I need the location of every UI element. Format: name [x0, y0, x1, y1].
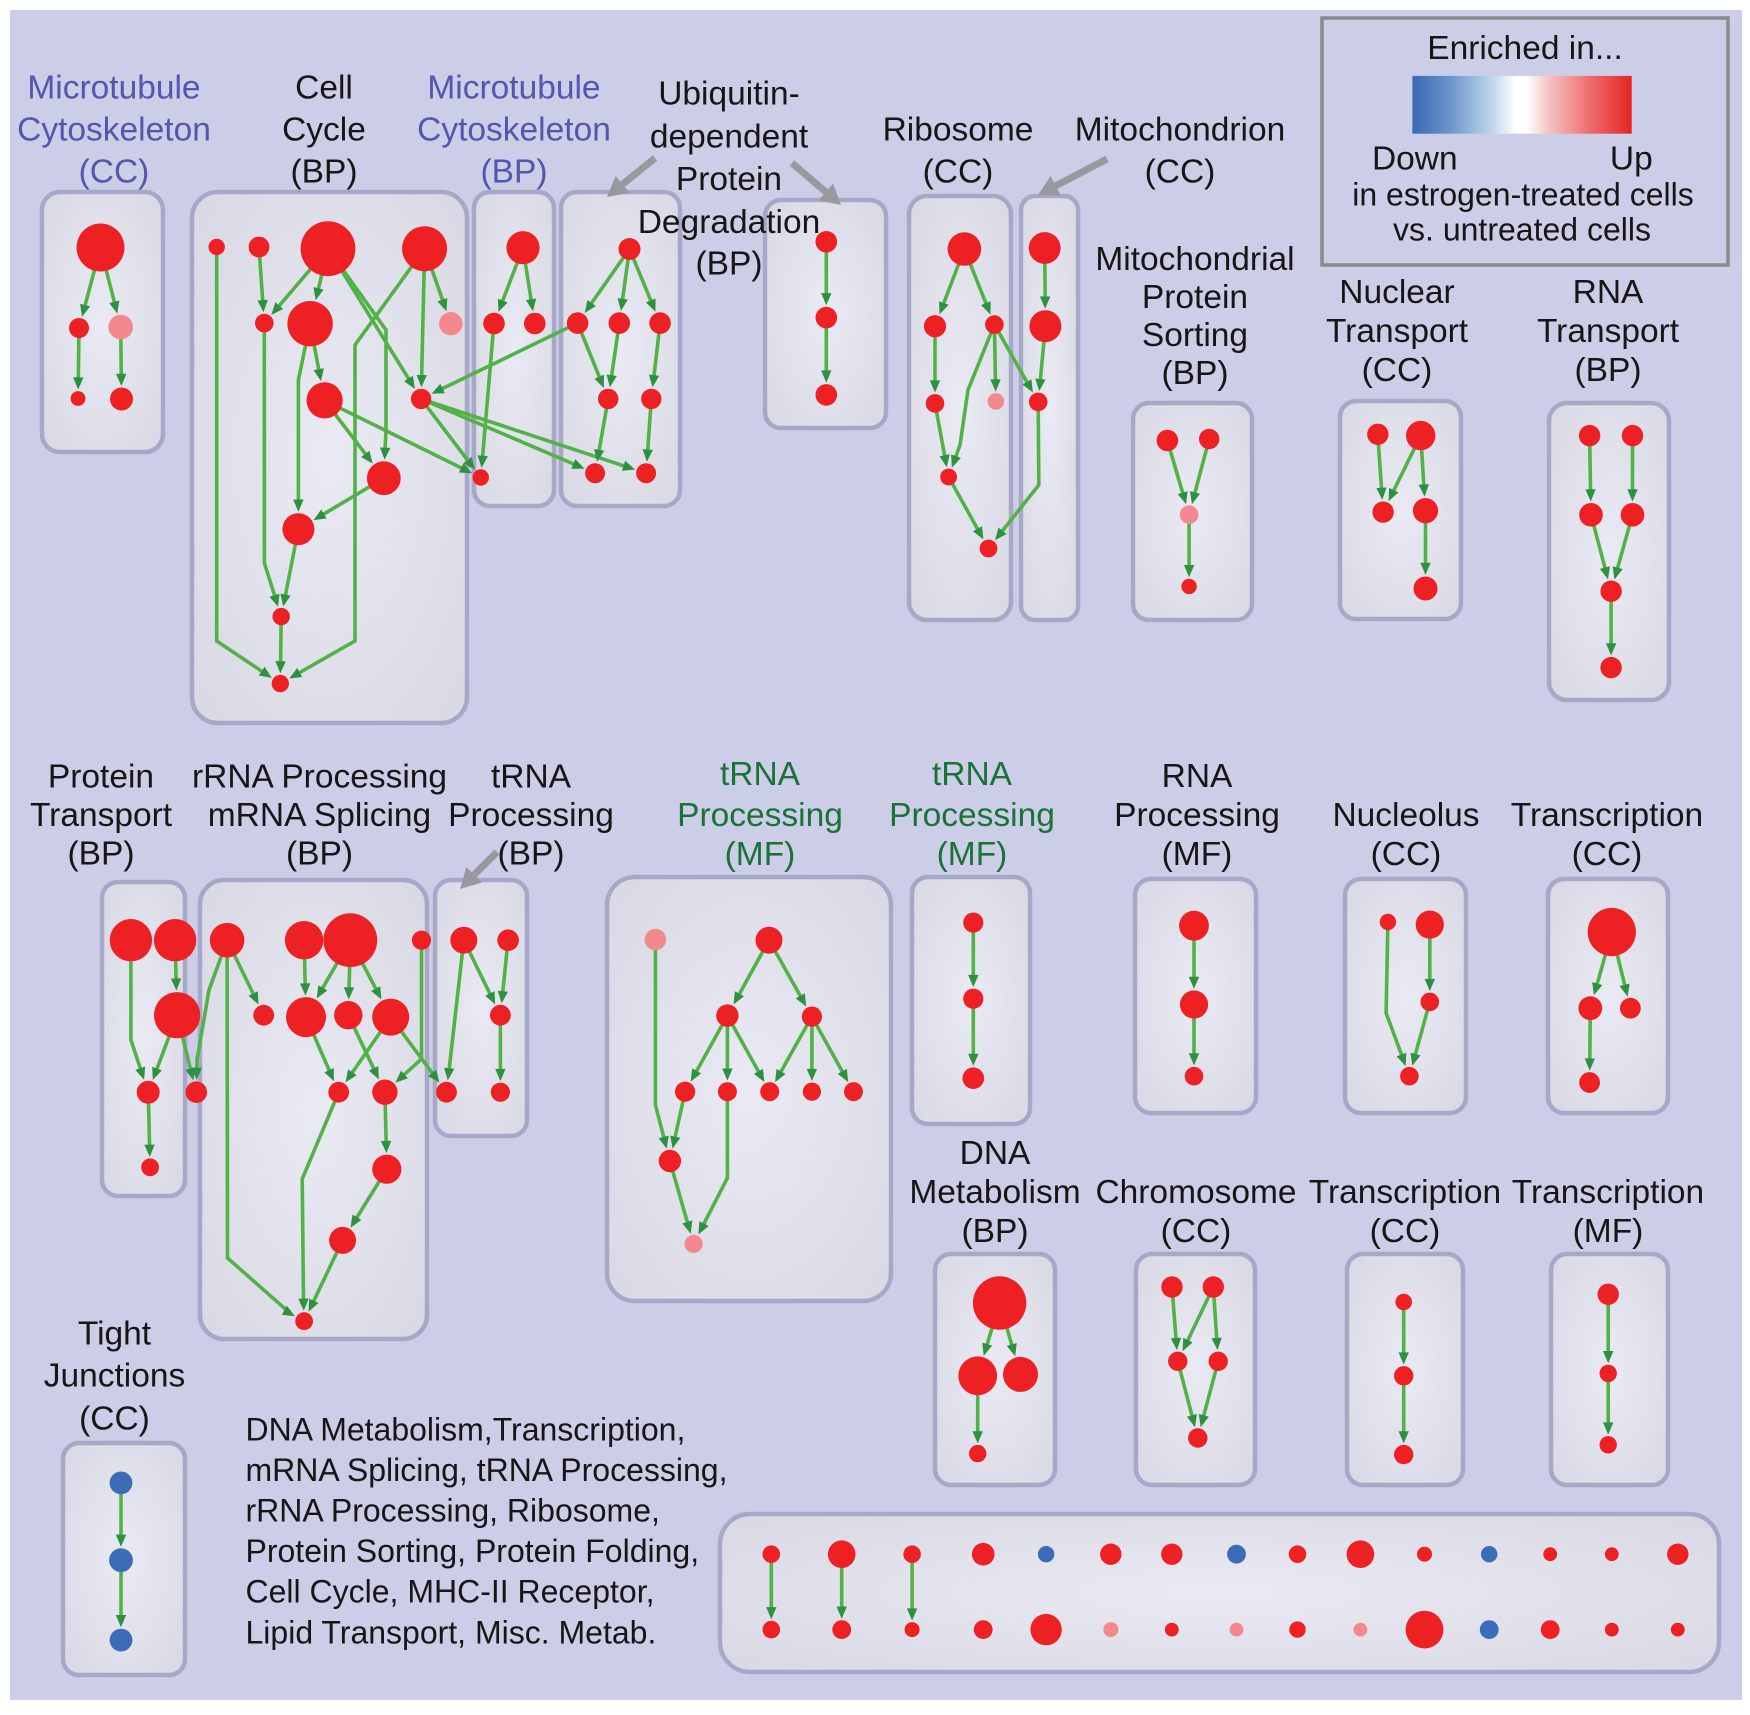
svg-text:tRNA: tRNA [720, 756, 801, 793]
svg-text:(CC): (CC) [1161, 1213, 1232, 1250]
svg-text:Nucleolus: Nucleolus [1332, 797, 1479, 834]
svg-text:(BP): (BP) [68, 835, 135, 872]
svg-text:vs. untreated cells: vs. untreated cells [1393, 211, 1651, 247]
svg-text:Protein: Protein [48, 758, 154, 795]
svg-text:Transcription: Transcription [1511, 797, 1703, 834]
svg-text:Cycle: Cycle [282, 112, 366, 149]
svg-text:DNA: DNA [960, 1135, 1031, 1172]
svg-text:(MF): (MF) [725, 836, 796, 873]
svg-text:(CC): (CC) [1362, 352, 1433, 389]
svg-text:Transcription: Transcription [1309, 1174, 1501, 1211]
svg-text:(BP): (BP) [696, 246, 763, 283]
svg-text:Microtubule: Microtubule [27, 69, 200, 106]
svg-text:RNA: RNA [1573, 274, 1644, 311]
svg-text:Sorting: Sorting [1142, 317, 1248, 354]
svg-text:Transcription: Transcription [1512, 1174, 1704, 1211]
svg-text:mRNA Splicing: mRNA Splicing [208, 797, 431, 834]
svg-text:Cytoskeleton: Cytoskeleton [417, 112, 611, 149]
svg-text:Junctions: Junctions [44, 1358, 186, 1395]
svg-text:tRNA: tRNA [932, 756, 1013, 793]
svg-text:rRNA Processing: rRNA Processing [192, 758, 447, 795]
svg-text:(MF): (MF) [937, 836, 1008, 873]
svg-text:Transport: Transport [1537, 313, 1680, 350]
svg-text:Lipid Transport, Misc. Metab.: Lipid Transport, Misc. Metab. [246, 1614, 657, 1650]
svg-text:Protein Sorting, Protein Foldi: Protein Sorting, Protein Folding, [246, 1533, 700, 1569]
svg-text:(CC): (CC) [1145, 154, 1216, 191]
svg-text:Tight: Tight [78, 1316, 152, 1353]
svg-text:Enriched in...: Enriched in... [1427, 30, 1623, 67]
svg-text:(CC): (CC) [79, 154, 150, 191]
svg-text:(MF): (MF) [1162, 836, 1233, 873]
svg-text:DNA Metabolism,Transcription,: DNA Metabolism,Transcription, [246, 1411, 686, 1447]
svg-text:Processing: Processing [889, 797, 1055, 834]
svg-text:(BP): (BP) [498, 835, 565, 872]
svg-text:Processing: Processing [677, 797, 843, 834]
svg-text:in estrogen-treated cells: in estrogen-treated cells [1352, 177, 1694, 213]
svg-text:(CC): (CC) [1572, 836, 1643, 873]
svg-text:(CC): (CC) [923, 154, 994, 191]
svg-text:Up: Up [1610, 141, 1653, 178]
svg-text:Microtubule: Microtubule [427, 69, 600, 106]
svg-text:(BP): (BP) [1575, 352, 1642, 389]
svg-text:Transport: Transport [30, 797, 173, 834]
svg-text:(CC): (CC) [1371, 836, 1442, 873]
svg-text:Mitochondrial: Mitochondrial [1095, 241, 1294, 278]
svg-text:(BP): (BP) [962, 1213, 1029, 1250]
svg-text:Metabolism: Metabolism [909, 1174, 1080, 1211]
svg-text:Protein: Protein [1142, 279, 1248, 316]
svg-text:RNA: RNA [1162, 758, 1233, 795]
svg-text:(BP): (BP) [481, 154, 548, 191]
svg-text:Processing: Processing [1114, 797, 1280, 834]
svg-text:(BP): (BP) [1162, 355, 1229, 392]
svg-text:Transport: Transport [1326, 313, 1469, 350]
svg-text:Cell Cycle, MHC-II Receptor,: Cell Cycle, MHC-II Receptor, [246, 1574, 655, 1610]
svg-text:rRNA Processing, Ribosome,: rRNA Processing, Ribosome, [246, 1493, 660, 1529]
svg-text:Mitochondrion: Mitochondrion [1075, 112, 1285, 149]
svg-text:(CC): (CC) [1370, 1213, 1441, 1250]
svg-text:(BP): (BP) [291, 154, 358, 191]
svg-text:Ubiquitin-: Ubiquitin- [658, 76, 800, 113]
svg-text:Protein: Protein [676, 161, 782, 198]
svg-text:(CC): (CC) [79, 1401, 150, 1438]
svg-text:(MF): (MF) [1573, 1213, 1644, 1250]
svg-text:dependent: dependent [650, 118, 809, 155]
svg-text:mRNA Splicing, tRNA Processing: mRNA Splicing, tRNA Processing, [246, 1452, 728, 1488]
svg-text:tRNA: tRNA [491, 758, 572, 795]
svg-text:Processing: Processing [448, 797, 614, 834]
svg-text:Chromosome: Chromosome [1095, 1174, 1296, 1211]
svg-text:Cell: Cell [295, 69, 353, 106]
svg-text:Degradation: Degradation [638, 204, 821, 241]
svg-text:Down: Down [1372, 141, 1458, 178]
svg-text:Nuclear: Nuclear [1339, 274, 1454, 311]
svg-text:(BP): (BP) [286, 835, 353, 872]
svg-text:Ribosome: Ribosome [883, 112, 1034, 149]
svg-text:Cytoskeleton: Cytoskeleton [17, 112, 211, 149]
